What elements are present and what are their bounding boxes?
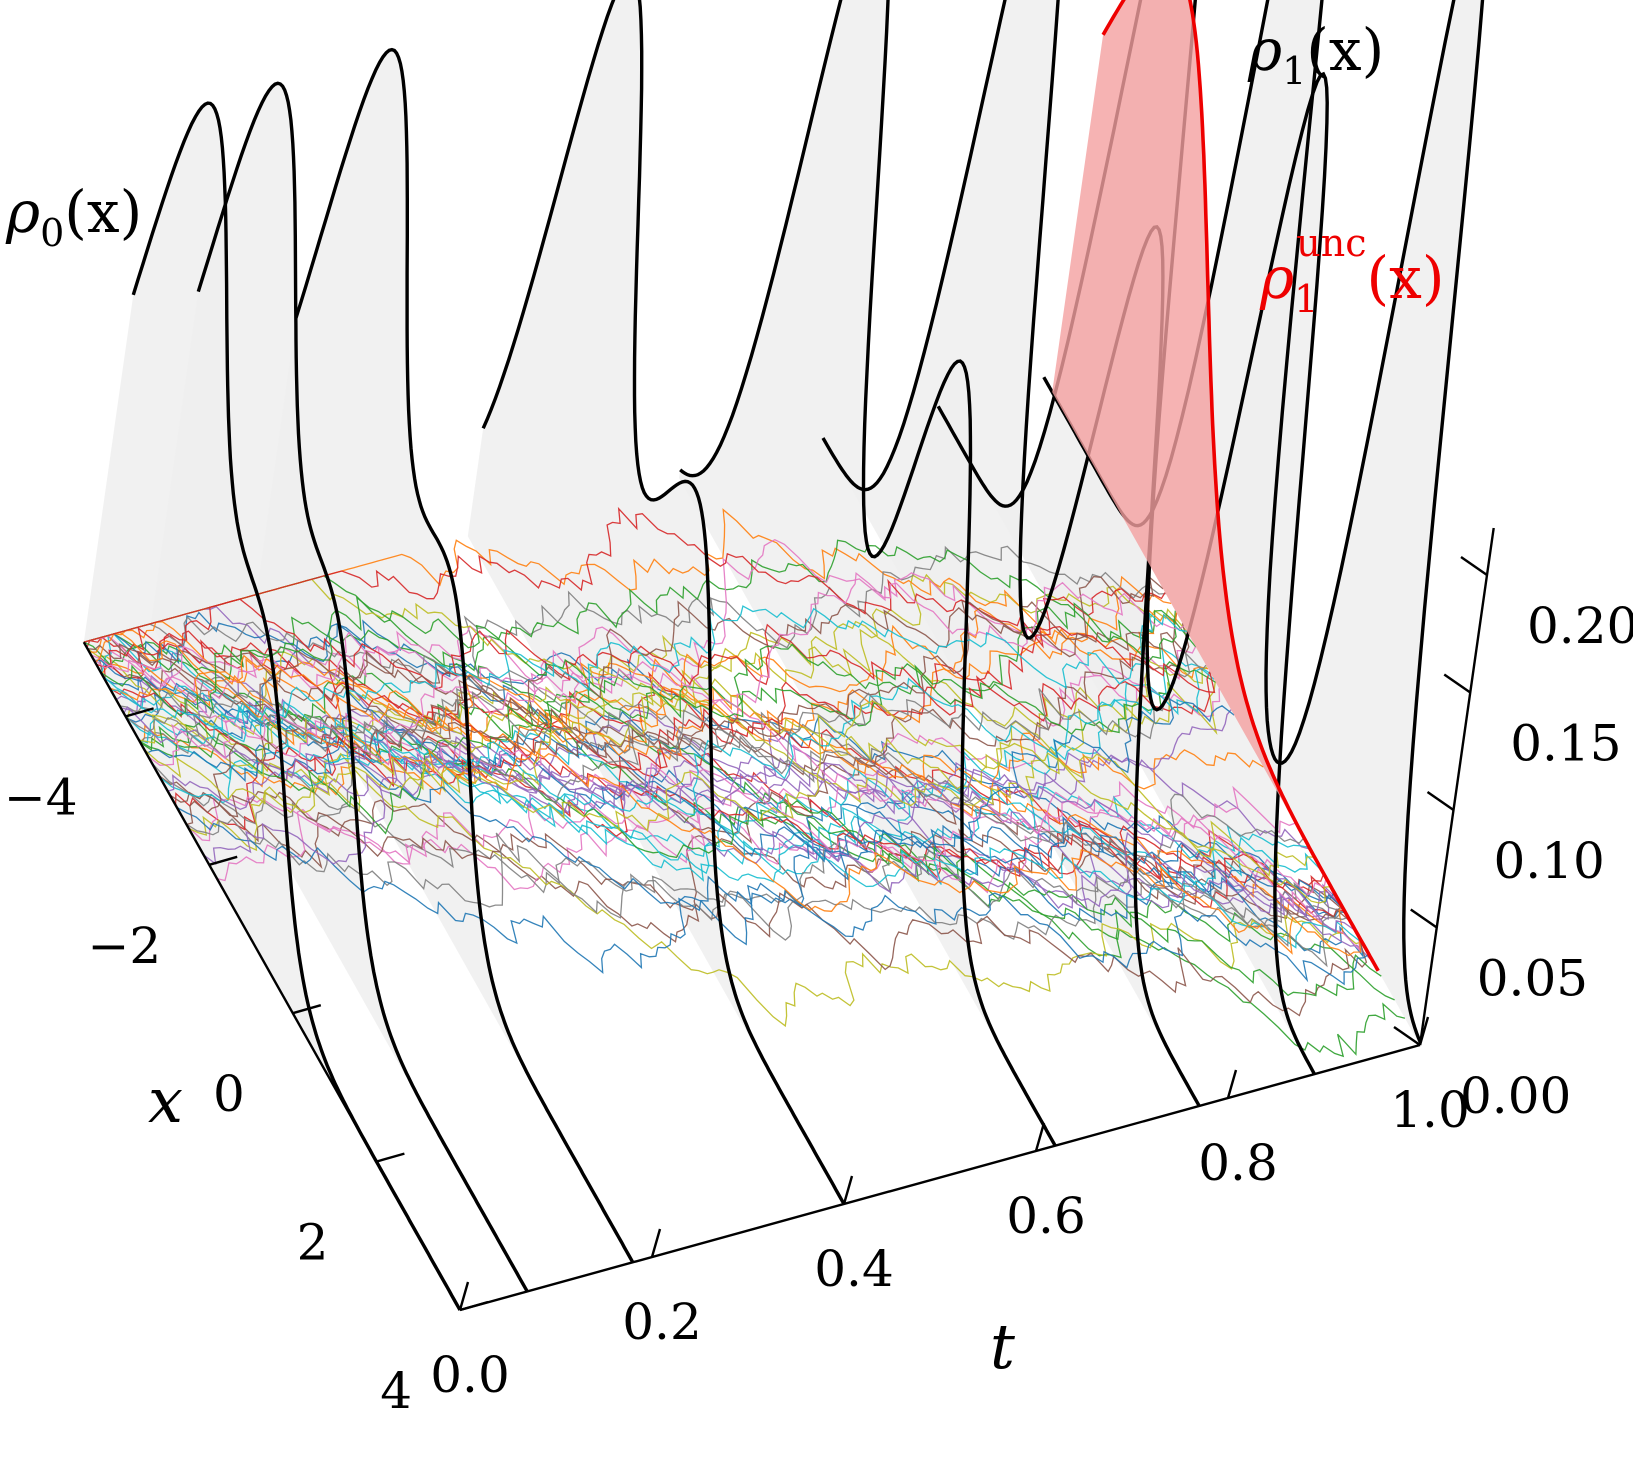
x-tick	[125, 707, 154, 718]
annotation-rho1: ρ1(x)	[1247, 16, 1384, 93]
x-tick-label: 4	[380, 1362, 412, 1420]
t-tick-label: 0.0	[430, 1346, 510, 1404]
density-curve-t0.62	[679, 0, 1057, 1147]
sample-path	[87, 600, 1190, 715]
annotation-rho0: ρ0(x)	[5, 178, 142, 255]
t-tick-label: 1.0	[1390, 1081, 1470, 1139]
density-tick	[1443, 673, 1471, 694]
x-tick-label: −4	[4, 768, 78, 826]
sample-path	[140, 661, 1216, 835]
t-tick	[842, 1175, 854, 1205]
x-axis-line	[82, 641, 462, 1311]
sample-path	[216, 646, 1197, 891]
sample-path	[139, 575, 1172, 796]
rho1-rest: (x)	[1306, 16, 1384, 84]
sample-path	[139, 709, 1382, 997]
sample-path	[147, 571, 1185, 766]
sample-path	[126, 573, 1189, 754]
density-fill-t1	[1043, 0, 1483, 1045]
density-tick-label: 0.20	[1527, 597, 1633, 655]
density-tick	[1426, 791, 1455, 811]
x-tick-label: 0	[213, 1065, 245, 1123]
sample-path	[169, 790, 1368, 1017]
density-tick	[1460, 556, 1488, 576]
density-axis-line	[1418, 527, 1495, 1046]
sample-path	[83, 506, 1216, 694]
sample-path	[125, 651, 1207, 775]
sample-path	[146, 697, 1235, 946]
sample-path	[119, 676, 1349, 968]
sample-paths	[83, 506, 1406, 1058]
x-axis-label: x	[148, 1064, 183, 1137]
sample-path	[111, 605, 1187, 743]
density-fill-t0.89	[938, 0, 1328, 1075]
x-tick	[292, 1004, 322, 1015]
t-axis-label: t	[990, 1310, 1015, 1383]
x-tick-label: −2	[87, 917, 161, 975]
sample-path	[96, 598, 1211, 722]
t-tick	[1226, 1069, 1238, 1099]
sample-path	[103, 635, 1344, 910]
sample-path	[176, 806, 1370, 986]
t-tick	[1418, 1016, 1430, 1046]
sample-path	[203, 756, 1357, 933]
rho1-sub: 1	[1282, 49, 1306, 93]
rho1unc-rest: (x)	[1367, 244, 1445, 312]
density-tick	[1410, 908, 1438, 929]
annotation-rho1-unc: ρ1 unc(x)	[1259, 221, 1445, 321]
t-axis-line	[459, 1043, 1421, 1312]
sample-path	[151, 545, 1166, 825]
density-curve-t0.77	[821, 0, 1201, 1107]
t-tick-label: 0.8	[1198, 1134, 1278, 1192]
sample-path	[186, 780, 1296, 894]
x-tick	[376, 1152, 405, 1163]
density-curve-t0.4	[481, 0, 846, 1205]
x-tick-label: 2	[297, 1214, 329, 1272]
sample-path	[143, 700, 1331, 904]
rho0-rest: (x)	[64, 178, 142, 246]
sample-path	[94, 631, 1362, 957]
t-tick	[458, 1281, 470, 1311]
rho0-sub: 0	[40, 211, 64, 255]
rho1unc-base: ρ	[1259, 244, 1294, 312]
density-tick-label: 0.05	[1477, 950, 1588, 1008]
t-tick	[650, 1228, 662, 1258]
rho1unc-sub: 1	[1294, 277, 1318, 321]
density-curve-t0.89	[936, 0, 1329, 1075]
t-tick-label: 0.6	[1006, 1187, 1086, 1245]
axes	[82, 527, 1495, 1312]
sample-path	[185, 793, 1304, 941]
density-curve-t0.18	[294, 47, 635, 1264]
sample-path	[123, 706, 1341, 916]
density-curves	[131, 0, 1485, 1311]
density-tick	[1393, 1026, 1421, 1046]
x-tick	[208, 855, 238, 866]
t-tick-label: 0.4	[814, 1240, 894, 1298]
sample-path	[159, 752, 1309, 888]
tick-labels: 0.0 0.2 0.4 0.6 0.8 1.0 −4 −2 0 2 4 0.00 0.05 0.10 0.1…	[4, 597, 1633, 1420]
rho1-base: ρ	[1247, 16, 1282, 84]
x-tick	[459, 1300, 489, 1312]
density-tick-label: 0.00	[1460, 1067, 1571, 1125]
unconstrained-density-curve	[1101, 0, 1380, 972]
sample-path	[186, 575, 1164, 826]
sample-path	[100, 596, 1197, 719]
t-tick	[1034, 1122, 1046, 1152]
density-curve-t0.07	[196, 81, 529, 1293]
rho1unc-sup: unc	[1296, 221, 1366, 265]
sample-path	[109, 605, 1177, 756]
sample-path	[83, 616, 1343, 928]
t-tick-label: 0.2	[622, 1293, 702, 1351]
rho0-base: ρ	[5, 178, 40, 246]
sample-path	[87, 648, 1363, 1028]
density-tick-label: 0.15	[1510, 715, 1621, 773]
density-fill-t0.18	[256, 49, 633, 1263]
density-tick-label: 0.10	[1494, 832, 1605, 890]
